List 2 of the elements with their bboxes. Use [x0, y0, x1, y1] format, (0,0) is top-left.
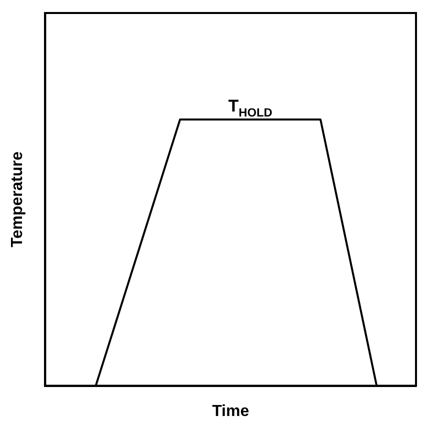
- y-axis-title: Temperature: [9, 151, 26, 248]
- x-axis-title: Time: [212, 402, 250, 420]
